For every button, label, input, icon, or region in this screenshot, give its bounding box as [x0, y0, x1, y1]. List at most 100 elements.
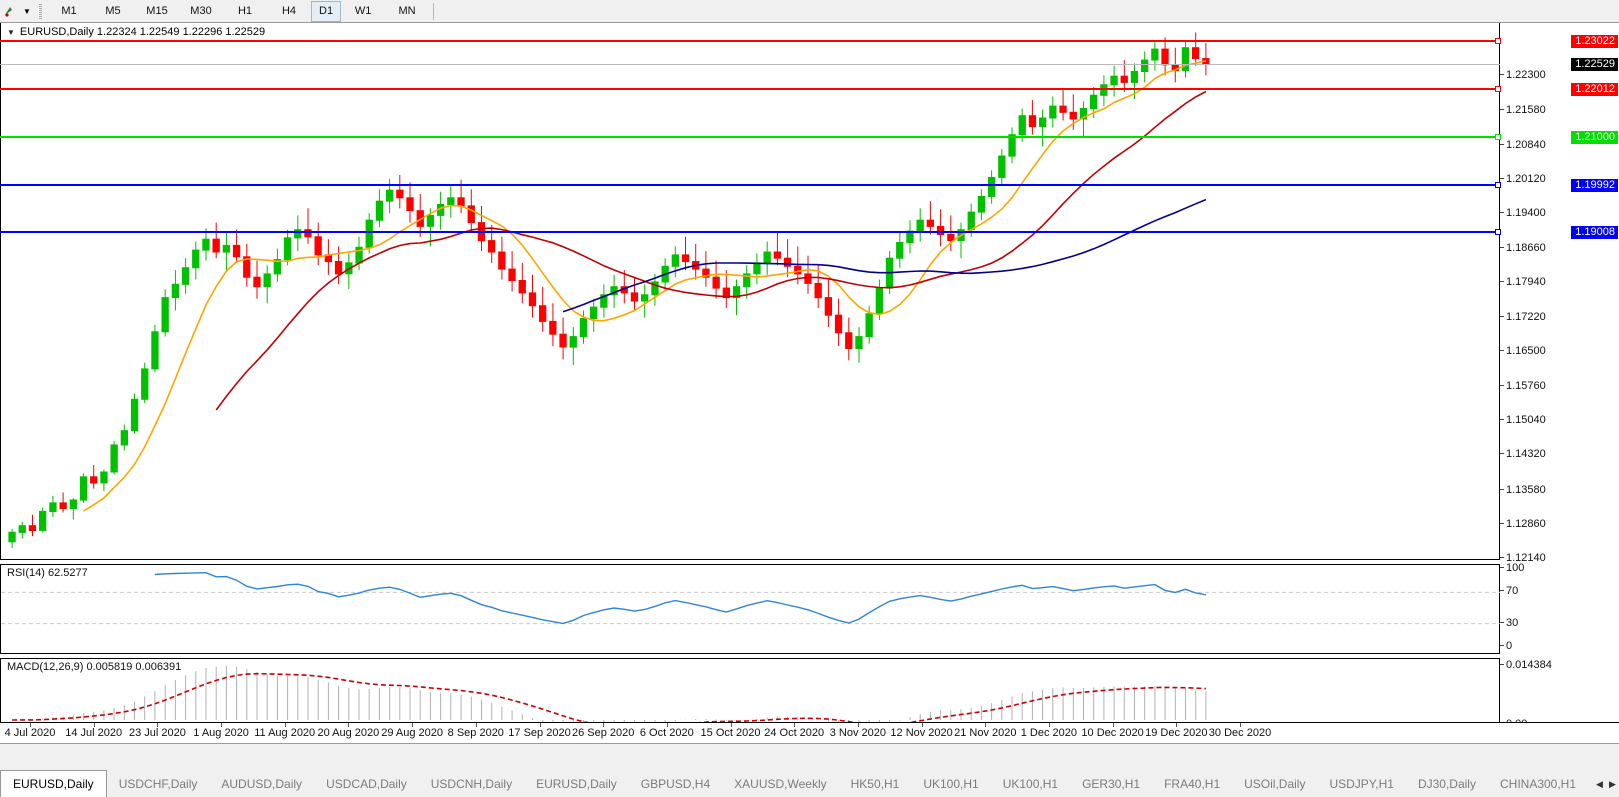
time-label: 1 Dec 2020: [1020, 727, 1078, 739]
level-handle[interactable]: [1495, 38, 1501, 44]
price-tick: 1.19400: [1500, 207, 1619, 219]
chart-tab-usoil-daily[interactable]: USOil,Daily: [1244, 777, 1306, 791]
time-label: 26 Sep 2020: [571, 727, 635, 739]
rsi-label: RSI(14) 62.5277: [5, 567, 90, 579]
time-tick: [985, 723, 987, 727]
price-tick: 1.17940: [1500, 276, 1619, 288]
time-label: 30 Dec 2020: [1208, 727, 1272, 739]
chart-tab-eurusd-daily[interactable]: EURUSD,Daily: [0, 770, 107, 797]
price-tick: 1.20120: [1500, 173, 1619, 185]
timeframe-w1[interactable]: W1: [354, 5, 372, 17]
time-tick: [1112, 723, 1114, 727]
level-line-1.21000[interactable]: [0, 134, 1501, 140]
time-label: 3 Nov 2020: [829, 727, 887, 739]
time-label: 24 Oct 2020: [764, 727, 825, 739]
chart-tab-ger30-h1[interactable]: GER30,H1: [1082, 777, 1141, 791]
chart-tab-gbpusd-h4[interactable]: GBPUSD,H4: [640, 777, 711, 791]
level-line-1.22012[interactable]: [0, 85, 1501, 92]
level-handle[interactable]: [1495, 181, 1501, 188]
level-handle[interactable]: [1495, 85, 1501, 92]
timeframe-h4[interactable]: H4: [281, 5, 297, 17]
price-tick: 1.15760: [1500, 380, 1619, 392]
time-tick: [1176, 723, 1178, 727]
chart-tab-usdcad-daily[interactable]: USDCAD,Daily: [326, 777, 407, 791]
chevron-left-icon[interactable]: ◀: [1596, 778, 1603, 789]
level-badge-1.22012[interactable]: 1.22012: [1571, 82, 1618, 96]
chart-tab-usdcnh-daily[interactable]: USDCNH,Daily: [430, 777, 513, 791]
time-tick: [221, 723, 223, 727]
price-tick: 1.13580: [1500, 484, 1619, 496]
chart-tab-usdjpy-h1[interactable]: USDJPY,H1: [1329, 777, 1394, 791]
time-label: 11 Aug 2020: [254, 727, 316, 739]
level-line-1.19992[interactable]: [0, 181, 1501, 188]
time-tick: [921, 723, 923, 727]
chart-tab-dj30-daily[interactable]: DJ30,Daily: [1417, 777, 1476, 791]
timeframe-m5[interactable]: M5: [105, 5, 121, 17]
timeframe-d1[interactable]: D1: [311, 0, 342, 22]
chevron-down-icon[interactable]: ▼: [7, 27, 15, 37]
price-tick: 1.15040: [1500, 414, 1619, 426]
price-tick: 1.18660: [1500, 242, 1619, 254]
level-handle[interactable]: [1495, 134, 1501, 140]
chart-tab-audusd-daily[interactable]: AUDUSD,Daily: [221, 777, 303, 791]
timeframe-m1[interactable]: M1: [61, 5, 77, 17]
time-tick: [539, 723, 541, 727]
time-tick: [794, 723, 796, 727]
time-label: 21 Nov 2020: [954, 727, 1017, 739]
level-badge-1.19992[interactable]: 1.19992: [1571, 178, 1618, 192]
timeframe-mn[interactable]: MN: [398, 5, 416, 17]
price-tick: 1.16500: [1500, 345, 1619, 357]
time-label: 8 Sep 2020: [447, 727, 504, 739]
chart-tab-hk50-h1[interactable]: HK50,H1: [850, 777, 900, 791]
time-label: 23 Jul 2020: [128, 727, 186, 739]
chart-area[interactable]: ▼ EURUSD,Daily 1.22324 1.22549 1.22296 1…: [0, 23, 1619, 746]
time-label: 14 Jul 2020: [65, 727, 123, 739]
chart-tab-xauusd-weekly[interactable]: XAUUSD,Weekly: [734, 777, 827, 791]
macd-tick: 0.014384: [1500, 659, 1619, 671]
chevron-down-icon[interactable]: ▼: [23, 6, 31, 16]
current-price-badge: 1.22529: [1571, 58, 1618, 72]
chevron-right-icon[interactable]: ▶: [1609, 778, 1616, 789]
level-line-1.19008[interactable]: [0, 228, 1501, 235]
symbol-header: ▼ EURUSD,Daily 1.22324 1.22549 1.22296 1…: [5, 26, 268, 38]
timeframe-group: M1 M5 M15 M30 H1 H4 D1 W1 MN: [47, 0, 429, 22]
timeframe-m30[interactable]: M30: [190, 5, 212, 17]
level-handle[interactable]: [1495, 228, 1501, 235]
chart-tab-china300-h1[interactable]: CHINA300,H1: [1499, 777, 1577, 791]
crosshair-icon[interactable]: [0, 1, 20, 22]
price-tick: 1.12860: [1500, 518, 1619, 530]
level-badge-1.23022[interactable]: 1.23022: [1571, 35, 1618, 48]
time-label: 17 Sep 2020: [508, 727, 571, 739]
level-line-1.23022[interactable]: [0, 38, 1501, 44]
level-badge-1.21000[interactable]: 1.21000: [1571, 131, 1618, 144]
chart-tab-uk100-h1[interactable]: UK100,H1: [1002, 777, 1059, 791]
time-tick: [157, 723, 159, 727]
timeframe-h1[interactable]: H1: [237, 5, 253, 17]
time-tick: [284, 723, 286, 727]
time-tick: [475, 723, 477, 727]
time-tick: [857, 723, 859, 727]
time-tick: [412, 723, 414, 727]
price-tick: 1.12140: [1500, 552, 1619, 564]
main-toolbar: ▼ M1 M5 M15 M30 H1 H4 D1 W1 MN: [0, 0, 1619, 23]
rsi-tick: 70: [1500, 585, 1619, 597]
time-label: 29 Aug 2020: [381, 727, 443, 739]
time-label: 19 Dec 2020: [1145, 727, 1208, 739]
price-axis[interactable]: 1.23022 1.22012 1.21000 1.19992 1.19008 1.225…: [1500, 23, 1619, 746]
chart-tab-uk100-h1[interactable]: UK100,H1: [923, 777, 979, 791]
chart-tab-usdchf-daily[interactable]: USDCHF,Daily: [118, 777, 198, 791]
timeframe-m15[interactable]: M15: [146, 5, 168, 17]
chart-tab-fra40-h1[interactable]: FRA40,H1: [1164, 777, 1221, 791]
chart-tab-eurusd-daily[interactable]: EURUSD,Daily: [536, 777, 617, 791]
rsi-pane[interactable]: RSI(14) 62.5277: [0, 564, 1501, 654]
time-tick: [93, 723, 95, 727]
rsi-tick: 30: [1500, 617, 1619, 629]
time-tick: [603, 723, 605, 727]
time-tick: [1048, 723, 1050, 727]
price-pane[interactable]: ▼ EURUSD,Daily 1.22324 1.22549 1.22296 1…: [0, 23, 1500, 560]
price-tick: 1.20840: [1500, 139, 1619, 151]
level-badge-1.19008[interactable]: 1.19008: [1571, 225, 1618, 239]
time-tick: [1240, 723, 1241, 727]
toolbar-grip[interactable]: [38, 3, 42, 19]
time-tick: [30, 723, 31, 727]
